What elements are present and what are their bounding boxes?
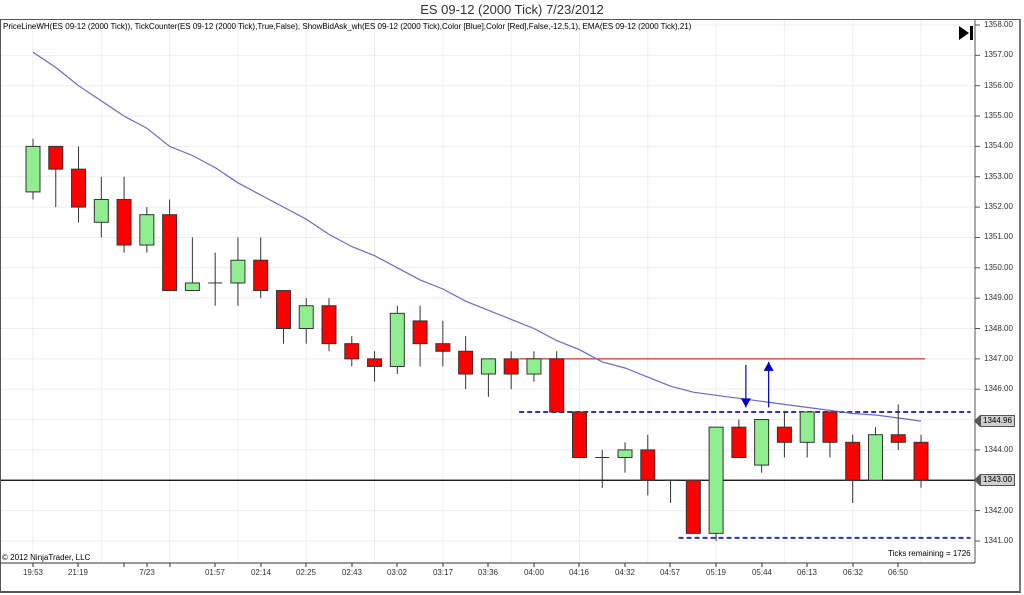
- y-axis-tick-label: 1342.00: [984, 505, 1013, 515]
- y-axis-tick-label: 1357.00: [984, 50, 1013, 60]
- y-axis-tick-label: 1355.00: [984, 111, 1013, 121]
- x-axis-tick-label: 05:19: [705, 568, 727, 577]
- ema-line: [32, 51, 922, 422]
- candle: [663, 479, 678, 504]
- x-axis-tick-label: 01:57: [204, 568, 226, 577]
- x-axis-tick-label: 04:16: [568, 568, 590, 577]
- candle: [754, 419, 770, 473]
- x-axis-tick-label: 02:14: [250, 568, 272, 577]
- candle: [298, 298, 314, 344]
- y-axis-tick-label: 1352.00: [984, 202, 1013, 212]
- candle: [208, 252, 223, 306]
- candle: [526, 351, 542, 382]
- ticks-remaining-counter: Ticks remaining = 1726: [888, 549, 971, 558]
- y-axis-tick-label: 1348.00: [984, 323, 1013, 333]
- chart-grid: [1, 20, 975, 563]
- x-axis-tick-label: 02:25: [295, 568, 317, 577]
- candle: [617, 442, 633, 473]
- candle: [708, 426, 724, 541]
- annotation-arrows: [740, 361, 774, 408]
- candle: [116, 176, 132, 253]
- x-axis-tick-label: 02:43: [341, 568, 363, 577]
- x-axis-tick-label: 7/23: [139, 568, 155, 577]
- candle: [344, 336, 360, 367]
- candle: [93, 176, 109, 238]
- x-axis-tick-label: 04:32: [614, 568, 636, 577]
- candle: [913, 434, 929, 488]
- x-axis-tick-label: 03:02: [386, 568, 408, 577]
- indicators-label: PriceLineWH(ES 09-12 (2000 Tick)), TickC…: [3, 22, 692, 31]
- y-axis-tick-label: 1353.00: [984, 171, 1013, 181]
- candle: [435, 320, 451, 367]
- x-axis-tick-label: 03:17: [432, 568, 454, 577]
- price-line-tag: 1343.00: [974, 474, 1015, 487]
- copyright-text: © 2012 NinjaTrader, LLC: [2, 553, 91, 562]
- candle: [321, 298, 337, 352]
- y-axis-tick-label: 1358.00: [984, 20, 1013, 29]
- candle: [549, 351, 565, 413]
- x-axis-tick-label: 06:50: [887, 568, 909, 577]
- candle: [867, 427, 883, 481]
- y-axis-tick-label: 1347.00: [984, 353, 1013, 363]
- candle: [822, 411, 838, 458]
- y-axis-tick-label: 1350.00: [984, 262, 1013, 272]
- x-axis-tick-label: 05:44: [751, 568, 773, 577]
- skip-to-end-button[interactable]: [956, 24, 976, 42]
- candle: [799, 411, 815, 458]
- x-axis-tick-label: 04:57: [659, 568, 681, 577]
- candle: [25, 138, 41, 200]
- candle: [48, 145, 64, 208]
- candle: [640, 434, 656, 496]
- candle: [71, 146, 87, 223]
- candle: [458, 336, 474, 390]
- candle: [480, 358, 496, 397]
- chart-panel[interactable]: [0, 19, 1021, 593]
- annotation-lines: [1, 358, 975, 539]
- y-axis-tick-label: 1356.00: [984, 80, 1013, 90]
- candle: [389, 305, 405, 375]
- y-axis-tick-label: 1351.00: [984, 232, 1013, 242]
- candle: [275, 290, 291, 344]
- skip-to-end-icon: [959, 26, 973, 40]
- candlesticks: [25, 138, 929, 541]
- y-axis-tick-label: 1341.00: [984, 535, 1013, 545]
- candle: [230, 237, 246, 306]
- x-axis-tick-label: 03:36: [477, 568, 499, 577]
- candle: [139, 207, 155, 253]
- candle: [571, 411, 587, 458]
- candle: [503, 351, 519, 390]
- y-axis-tick-label: 1346.00: [984, 384, 1013, 394]
- candle: [595, 449, 610, 488]
- x-axis-tick-label: 04:00: [523, 568, 545, 577]
- candle: [162, 199, 178, 292]
- last-price-tag: 1344.96: [974, 414, 1015, 427]
- y-axis-tick-label: 1354.00: [984, 141, 1013, 151]
- candle: [184, 237, 200, 292]
- y-axis-tick-label: 1344.00: [984, 444, 1013, 454]
- x-axis-tick-label: 06:32: [842, 568, 864, 577]
- chart-axes: [1, 20, 980, 567]
- chart-window-title: ES 09-12 (2000 Tick) 7/23/2012: [420, 2, 604, 17]
- candle: [890, 404, 906, 450]
- x-axis-tick-label: 06:13: [796, 568, 818, 577]
- y-axis-tick-label: 1349.00: [984, 293, 1013, 303]
- x-axis-tick-label: 19:53: [22, 568, 44, 577]
- x-axis-tick-label: 21:19: [67, 568, 89, 577]
- candle: [731, 419, 747, 458]
- candle: [253, 237, 269, 299]
- candle: [845, 434, 861, 504]
- candle: [776, 411, 792, 458]
- candle: [412, 305, 428, 367]
- candle: [685, 479, 701, 534]
- candle: [367, 351, 383, 382]
